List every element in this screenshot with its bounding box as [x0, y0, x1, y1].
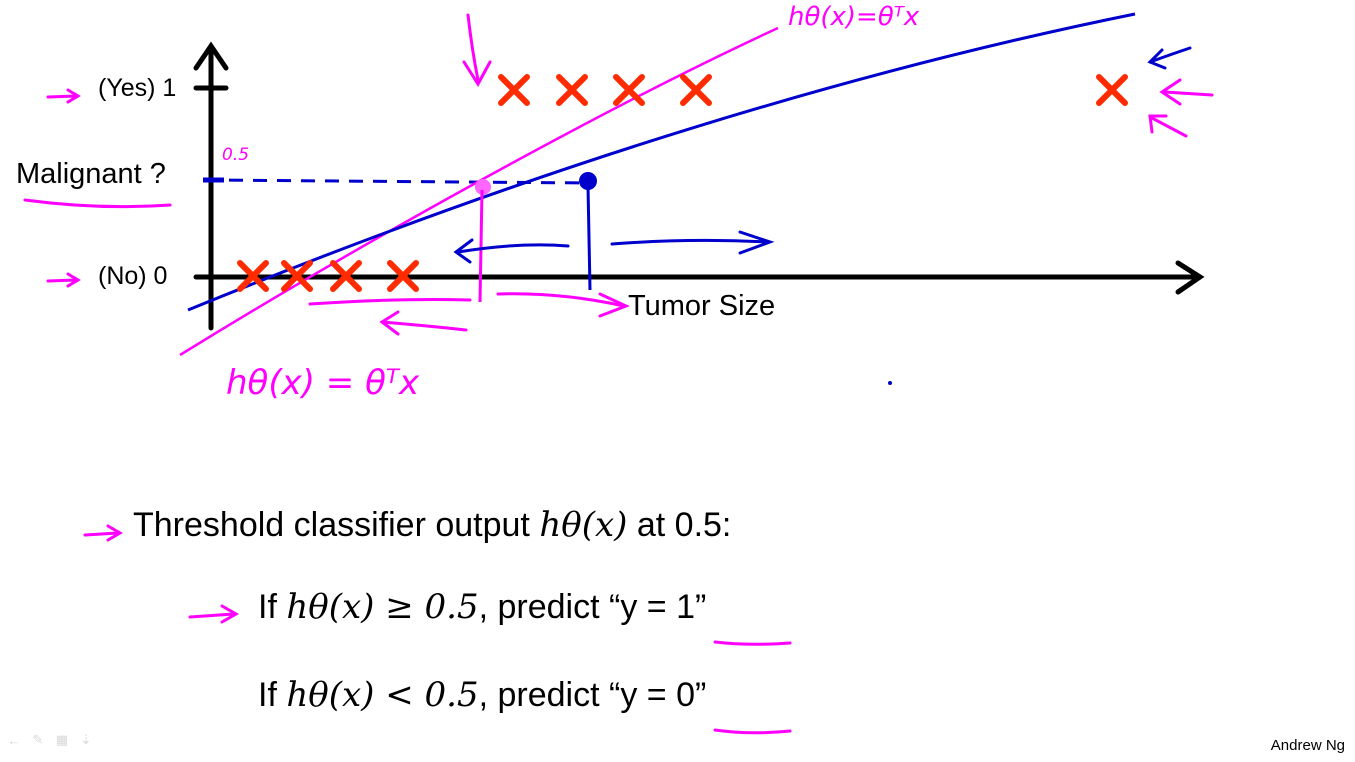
- axes: [193, 41, 1205, 331]
- menu-icon[interactable]: ⇣: [80, 732, 92, 747]
- malignant-underline: [23, 198, 172, 209]
- threshold-annotation: 0.5: [222, 145, 250, 165]
- rule2-bullet: If hθ(x) < 0.5, predict “y = 0”: [258, 675, 706, 715]
- malignant-marker-3: [613, 74, 645, 106]
- yes-arrowhead: [66, 88, 81, 104]
- slides-icon[interactable]: ▦: [55, 732, 69, 747]
- stray-dot: [888, 381, 892, 385]
- pen-icon[interactable]: ✎: [32, 732, 44, 747]
- bullet-arrow-main: [83, 531, 120, 537]
- x-axis-label: Tumor Size: [628, 290, 776, 322]
- rule1-math: hθ(x) ≥ 0.5: [286, 587, 479, 627]
- magenta-annotation-arrows: [23, 13, 1214, 735]
- blue-right-arrow: [610, 238, 770, 246]
- main-bullet-prefix: Threshold classifier output: [133, 506, 530, 544]
- magenta-pointer-arrow-1: [1163, 90, 1214, 97]
- hypothesis-label-top: hθ(x)=θᵀx: [788, 2, 920, 32]
- blue-hypothesis-line: [187, 12, 1136, 312]
- x-axis-arrowhead: [1175, 260, 1205, 295]
- blue-threshold-point: [579, 172, 597, 190]
- benign-marker-3: [330, 260, 362, 292]
- slide-toolbar: ← ✎ ▦ ⇣: [6, 732, 94, 748]
- y-equals-0-underline: [713, 728, 792, 735]
- blue-right-arrowhead: [738, 230, 775, 255]
- magenta-left-arrowhead: [379, 310, 400, 336]
- no-arrowhead: [66, 272, 81, 288]
- main-bullet-suffix: at 0.5:: [636, 506, 732, 544]
- rule2-suffix: , predict “y = 0”: [478, 676, 707, 714]
- bullet-arrow-rule1-head: [220, 604, 240, 624]
- malignant-marker-4: [680, 74, 712, 106]
- y-axis-arrowhead: [193, 41, 229, 71]
- blue-drop-line: [586, 185, 592, 291]
- magenta-right-arrowhead: [598, 292, 630, 318]
- data-markers: [237, 74, 1128, 292]
- magenta-drop-line: [478, 189, 484, 303]
- yes-arrow: [46, 94, 78, 99]
- yes-tick-label: (Yes) 1: [98, 74, 177, 102]
- malignant-marker-5: [1096, 74, 1128, 106]
- rule1-bullet: If hθ(x) ≥ 0.5, predict “y = 1”: [258, 587, 706, 627]
- magenta-left-arrow-2: [380, 320, 468, 332]
- blue-pointer-arrow: [1148, 46, 1192, 64]
- magenta-left-arrow-1: [308, 298, 472, 306]
- rule2-prefix: If: [258, 676, 277, 714]
- y-axis-label: Malignant ?: [16, 158, 166, 190]
- magenta-pointer-arrowhead-1: [1159, 78, 1182, 106]
- magenta-right-arrow: [496, 292, 626, 308]
- magenta-down-arrowhead: [462, 60, 492, 87]
- benign-marker-4: [387, 260, 419, 292]
- benign-marker-2: [281, 260, 313, 292]
- bullet-arrow-rule1: [188, 612, 236, 619]
- hypothesis-label-bottom: hθ(x) = θᵀx: [226, 363, 420, 403]
- bullet-arrow-main-head: [106, 524, 123, 542]
- main-bullet: Threshold classifier output hθ(x) at 0.5…: [133, 505, 731, 545]
- back-arrow-icon[interactable]: ←: [7, 732, 21, 748]
- malignant-marker-1: [498, 74, 530, 106]
- magenta-pointer-arrowhead-2: [1148, 114, 1168, 134]
- rule1-suffix: , predict “y = 1”: [478, 588, 707, 626]
- rule1-prefix: If: [258, 588, 277, 626]
- magenta-hypothesis-line: [179, 26, 779, 357]
- blue-pointer-arrowhead: [1147, 48, 1167, 70]
- rule2-math: hθ(x) < 0.5: [286, 675, 479, 715]
- no-arrow: [46, 278, 78, 283]
- no-tick-label: (No) 0: [98, 262, 168, 290]
- blue-left-arrowhead: [453, 238, 474, 264]
- y-equals-1-underline: [713, 640, 792, 646]
- magenta-down-arrow: [466, 13, 480, 82]
- magenta-threshold-point: [475, 179, 491, 195]
- author-credit: Andrew Ng: [1270, 737, 1345, 754]
- benign-marker-1: [237, 260, 269, 292]
- magenta-pointer-arrow-2: [1150, 116, 1188, 138]
- malignant-marker-2: [556, 74, 588, 106]
- main-bullet-math: hθ(x): [539, 505, 628, 545]
- blue-annotation-arrows: [453, 46, 1192, 264]
- blue-left-arrow: [456, 243, 570, 254]
